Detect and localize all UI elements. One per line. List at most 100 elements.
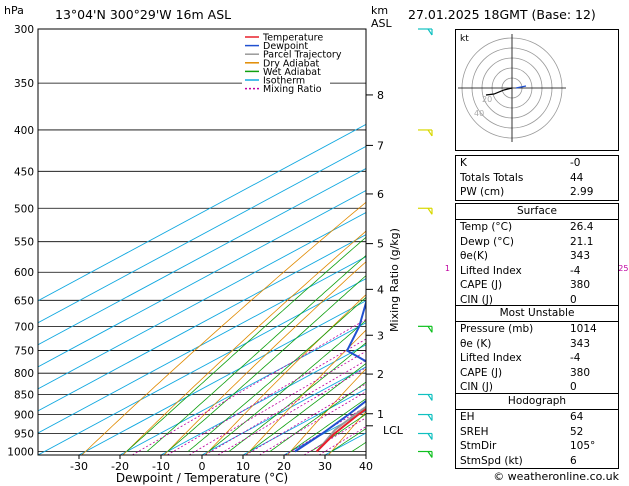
pressure-tick-label: 400 <box>14 125 34 137</box>
legend-label: Mixing Ratio <box>263 84 322 95</box>
isotherm-line <box>38 234 366 412</box>
index-value: -0 <box>570 157 581 169</box>
dry-adiabat-line <box>163 261 366 455</box>
km-tick-label: 1 <box>377 408 384 421</box>
dry-adiabat-line <box>81 201 366 455</box>
dry-adiabat-line <box>204 294 366 455</box>
isotherm-line <box>38 278 366 455</box>
mixing-ratio-label: 1 <box>445 264 450 273</box>
legend-label: Wet Adiabat <box>263 67 321 78</box>
most-unstable-label: Lifted Index <box>460 352 522 365</box>
pressure-tick-label: 650 <box>14 295 34 307</box>
temperature-tick-label: -20 <box>111 460 129 473</box>
temperature-tick-label: -10 <box>152 460 170 473</box>
km-tick-label: 6 <box>377 188 384 201</box>
most-unstable-value: 380 <box>570 366 591 379</box>
wind-barb <box>418 393 433 401</box>
km-tick-label: 8 <box>377 89 384 102</box>
hodograph-index-label: SREH <box>460 425 489 438</box>
mixing-ratio-line <box>217 367 366 455</box>
surface-label: Lifted Index <box>460 264 522 277</box>
pressure-tick-label: 350 <box>14 78 34 90</box>
most-unstable-title: Most Unstable <box>456 306 618 322</box>
wind-barb <box>418 207 433 215</box>
hodograph-indices-panel: Hodograph EH 64 SREH 52 StmDir 105° StmSpd (kt)… <box>455 393 619 470</box>
temperature-tick-label: -30 <box>70 460 88 473</box>
pressure-tick-label: 700 <box>14 321 34 333</box>
isotherm-line <box>38 189 366 368</box>
hodograph-index-row: StmSpd (kt) 6 <box>456 454 618 469</box>
isotherm-line <box>201 366 366 455</box>
most-unstable-row: θe (K) 343 <box>456 337 618 352</box>
legend-label: Isotherm <box>263 76 305 87</box>
hodograph-panel: kt 20 40 <box>455 29 619 151</box>
legend-label: Parcel Trajectory <box>263 50 342 61</box>
pressure-tick-label: 1000 <box>7 447 34 459</box>
surface-row: θe(K) 343 <box>456 249 618 264</box>
surface-label: θe(K) <box>460 250 488 263</box>
most-unstable-value: 1014 <box>570 323 597 335</box>
surface-value: 26.4 <box>570 221 594 233</box>
hodograph-ring-label: 40 <box>474 109 484 118</box>
most-unstable-label: CAPE (J) <box>460 366 503 379</box>
profile-lines <box>294 299 366 453</box>
most-unstable-value: -4 <box>570 352 581 365</box>
legend-label: Dry Adiabat <box>263 58 320 69</box>
wet-adiabat-line <box>249 362 366 452</box>
dry-adiabat-line <box>122 230 366 455</box>
wet-adiabat-line <box>167 275 366 452</box>
km-tick-labels: 8 7 6 5 4 3 2 1 LCL <box>366 89 404 437</box>
pressure-tick-label: 750 <box>14 346 34 358</box>
km-tick-label: 5 <box>377 238 384 251</box>
hodograph-trace <box>485 87 513 96</box>
most-unstable-row: CIN (J) 0 <box>456 380 618 395</box>
surface-value: 380 <box>570 279 591 292</box>
temperature-tick-label: 40 <box>359 460 373 473</box>
most-unstable-row: Pressure (mb) 1014 <box>456 322 618 337</box>
index-value: 2.99 <box>570 186 594 199</box>
mixing-ratio-line <box>167 338 366 455</box>
surface-row: Temp (°C) 26.4 <box>456 220 618 235</box>
pressure-tick-label: 800 <box>14 368 34 380</box>
surface-title: Surface <box>456 204 618 220</box>
mixing-ratio-axis-label: Mixing Ratio (g/kg) <box>388 228 401 332</box>
most-unstable-label: Pressure (mb) <box>460 323 534 335</box>
indices-panel: K -0 Totals Totals 44 PW (cm) 2.99 <box>455 155 619 201</box>
hodograph-index-value: 105° <box>570 440 596 453</box>
surface-row: CIN (J) 0 <box>456 293 618 308</box>
wet-adiabat-line <box>187 296 366 452</box>
hodograph-index-value: 64 <box>570 411 584 423</box>
hpa-label: hPa <box>4 4 24 17</box>
wet-adiabat-line <box>126 236 366 452</box>
surface-row: CAPE (J) 380 <box>456 278 618 293</box>
pressure-tick-label: 550 <box>14 237 34 249</box>
pressure-tick-label: 500 <box>14 203 34 215</box>
km-label: km <box>371 4 388 17</box>
index-label: K <box>460 157 467 169</box>
index-row: Totals Totals 44 <box>456 171 618 186</box>
mixing-ratio-label: 25 <box>618 264 628 273</box>
datetime-title: 27.01.2025 18GMT (Base: 12) <box>408 7 596 22</box>
parcel-trajectory-line <box>315 405 366 453</box>
copyright: © weatheronline.co.uk <box>493 470 619 483</box>
wind-barb <box>418 28 433 36</box>
surface-label: CAPE (J) <box>460 279 503 292</box>
mixing-ratio-line <box>259 391 366 455</box>
most-unstable-row: Lifted Index -4 <box>456 351 618 366</box>
hodograph-index-label: EH <box>460 411 475 423</box>
pressure-tick-labels: 300 350 400 450 500 550 600 650 700 750 800 850 900 9… <box>7 24 34 459</box>
isotherm-line <box>160 344 366 455</box>
surface-panel: Surface Temp (°C) 26.4 Dewp (°C) 21.1 θe(K) 34… <box>455 203 619 309</box>
legend-label: Dewpoint <box>263 41 308 52</box>
temperature-tick-label: 20 <box>277 460 291 473</box>
wind-barb <box>418 450 433 458</box>
pressure-tick-label: 850 <box>14 389 34 401</box>
lcl-label: LCL <box>383 424 404 437</box>
km-tick-label: 3 <box>377 329 384 342</box>
pressure-tick-label: 950 <box>14 429 34 441</box>
surface-row: Lifted Index -4 <box>456 264 618 279</box>
hodograph-index-row: SREH 52 <box>456 425 618 440</box>
wet-adiabat-line <box>290 398 366 452</box>
